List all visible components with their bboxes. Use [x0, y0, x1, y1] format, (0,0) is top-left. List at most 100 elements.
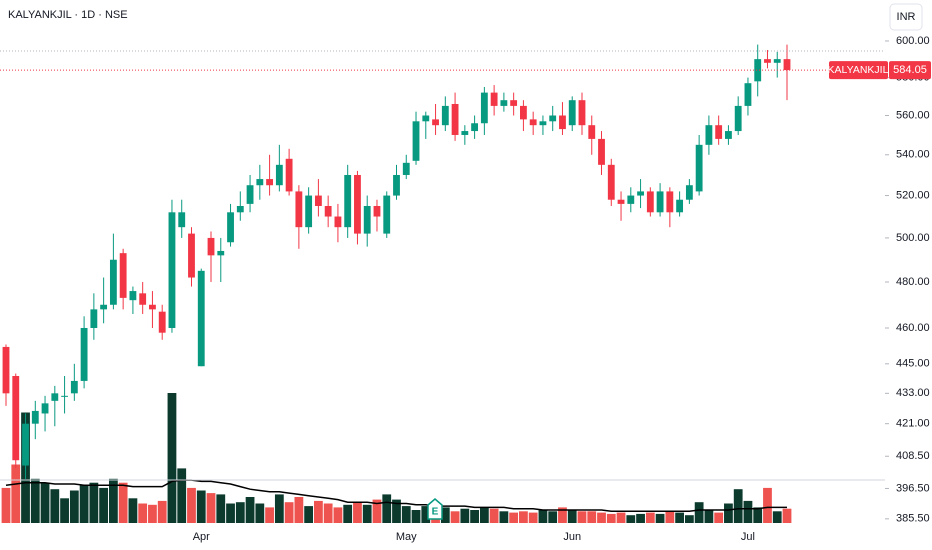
- y-tick-label: 540.00: [896, 149, 930, 161]
- candle-body: [627, 195, 635, 204]
- volume-bar: [421, 506, 431, 523]
- candle-body: [109, 259, 117, 305]
- x-tick-label: Jul: [741, 531, 755, 543]
- candle-body: [519, 105, 527, 120]
- y-tick-label: 408.50: [896, 450, 930, 462]
- candle-body: [588, 125, 596, 139]
- candle-body: [139, 293, 147, 305]
- volume-bar: [567, 510, 577, 523]
- x-tick-label: Apr: [193, 531, 210, 543]
- candle-body: [510, 100, 518, 106]
- y-tick-label: 520.00: [896, 189, 930, 201]
- candle-body: [441, 105, 449, 126]
- candle-body: [246, 185, 254, 204]
- candle-body: [51, 393, 59, 401]
- volume-bar: [216, 494, 226, 523]
- candle-body: [549, 115, 557, 122]
- y-tick-label: 433.00: [896, 387, 930, 399]
- candle-body: [637, 191, 644, 196]
- y-tick-label: 600.00: [896, 35, 930, 47]
- candle-body: [256, 179, 264, 186]
- volume-bar: [353, 502, 362, 523]
- volume-bar: [1, 487, 11, 523]
- candle-body: [646, 191, 654, 213]
- candle-body: [373, 205, 381, 217]
- volume-bar: [655, 513, 665, 523]
- candle-body: [666, 191, 674, 213]
- volume-bar: [40, 482, 50, 523]
- earnings-marker[interactable]: E: [427, 498, 443, 520]
- volume-bar: [636, 513, 645, 523]
- volume-bar: [606, 513, 616, 523]
- volume-bar: [284, 502, 294, 523]
- earnings-icon[interactable]: [427, 498, 443, 520]
- volume-bar: [440, 507, 450, 523]
- y-tick-label: 460.00: [896, 322, 930, 334]
- candle-body: [334, 216, 342, 228]
- currency-button[interactable]: [889, 3, 923, 31]
- volume-bar: [479, 507, 489, 523]
- volume-bar: [118, 482, 128, 523]
- volume-bar: [343, 504, 353, 523]
- volume-bar: [626, 515, 636, 523]
- y-tick-label: 560.00: [896, 109, 930, 121]
- volume-bar: [128, 498, 138, 523]
- candle-body: [598, 138, 605, 165]
- candle-body: [490, 92, 498, 106]
- earnings-label[interactable]: E: [432, 507, 439, 518]
- y-tick-label: 385.50: [896, 513, 930, 525]
- volume-bar: [577, 511, 587, 523]
- volume-bar: [50, 489, 60, 523]
- candle-body: [70, 380, 78, 394]
- candle-body: [500, 100, 508, 106]
- candle-body: [617, 199, 625, 204]
- volume-bar: [675, 512, 685, 523]
- candle-body: [656, 191, 664, 213]
- candle-body: [188, 233, 195, 278]
- candle-body: [393, 174, 400, 196]
- y-tick-label: 500.00: [896, 232, 930, 244]
- volume-bar: [538, 510, 548, 523]
- volume-bar: [108, 478, 118, 523]
- volume-bar: [665, 511, 675, 523]
- candle-body: [129, 291, 137, 301]
- candle-body: [354, 174, 361, 234]
- candle-body: [275, 164, 283, 186]
- candle-body: [314, 195, 322, 206]
- volume-bar: [519, 511, 528, 523]
- volume-bar: [645, 512, 655, 523]
- symbol-badge-label: KALYANKJIL: [828, 64, 889, 76]
- candle-body: [764, 59, 771, 63]
- volume-bar: [411, 510, 421, 523]
- candle-body: [100, 304, 108, 310]
- y-tick-label: 480.00: [896, 276, 930, 288]
- candle-body: [217, 250, 225, 256]
- volume-bar: [763, 487, 772, 523]
- volume-bar: [362, 504, 372, 523]
- price-badge-label: 584.05: [893, 64, 927, 76]
- volume-bar: [450, 511, 460, 523]
- volume-bar: [226, 503, 235, 523]
- candle-body: [61, 395, 68, 397]
- price-pane: [2, 44, 791, 479]
- candle-body: [529, 119, 537, 126]
- volume-bar: [245, 497, 255, 523]
- volume-bar: [470, 510, 479, 523]
- volume-bar: [89, 482, 99, 523]
- volume-bar: [265, 507, 274, 523]
- candle-body: [178, 212, 186, 228]
- volume-bar: [177, 468, 187, 523]
- candle-body: [80, 327, 88, 381]
- candle-body: [480, 92, 488, 124]
- candle-body: [402, 162, 410, 175]
- volume-bar: [274, 494, 284, 523]
- candle-body: [344, 174, 352, 228]
- volume-bar: [597, 512, 606, 523]
- volume-bar: [753, 507, 763, 523]
- candle-body: [207, 237, 215, 256]
- currency-label[interactable]: INR: [897, 11, 916, 23]
- volume-bar: [392, 499, 401, 523]
- volume-bar: [30, 478, 40, 523]
